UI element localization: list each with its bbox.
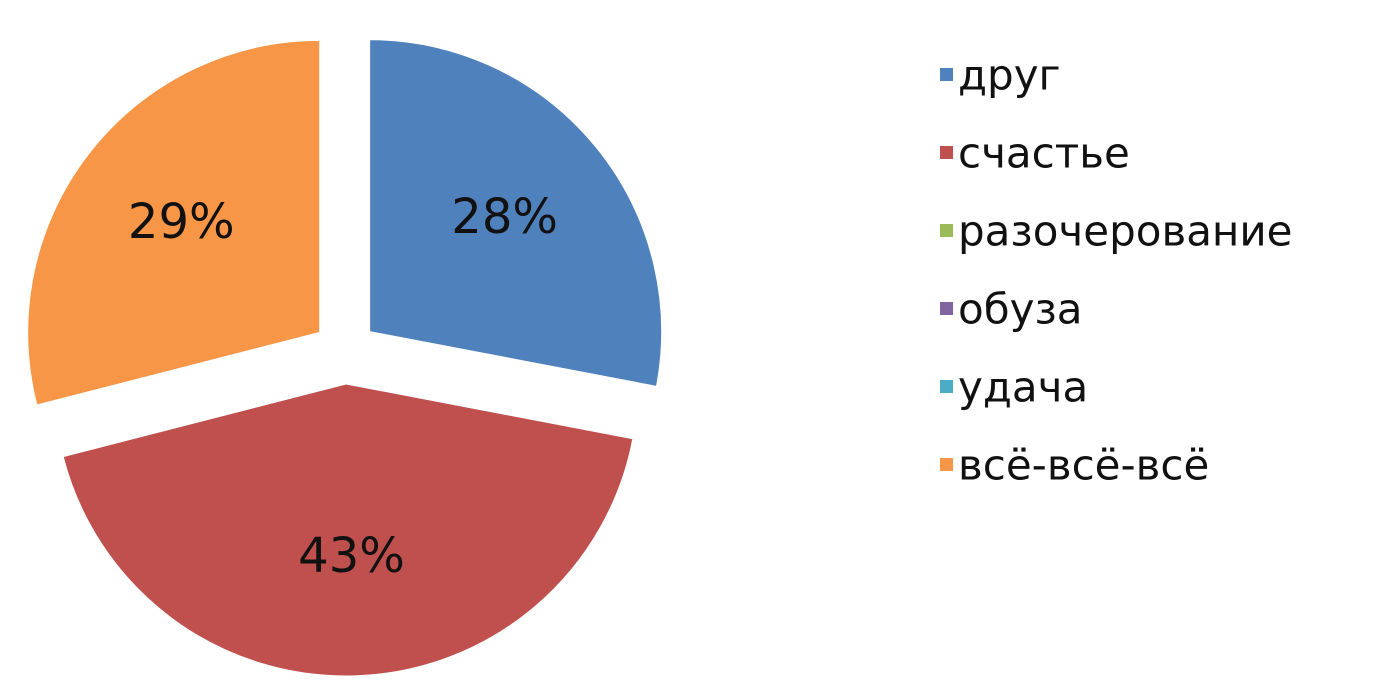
legend-swatch (940, 68, 953, 81)
legend-swatch (940, 224, 953, 237)
legend-swatch (940, 380, 953, 393)
pie-slice (62, 383, 634, 677)
legend-label: разочерование (958, 207, 1293, 256)
legend-label: удача (958, 363, 1088, 412)
data-label: 43% (298, 528, 405, 584)
data-label: 29% (128, 194, 235, 250)
legend-label: друг (958, 51, 1061, 100)
legend-label: счастье (958, 129, 1130, 178)
legend-label: обуза (958, 285, 1083, 334)
data-label: 28% (451, 189, 558, 245)
legend-swatch (940, 302, 953, 315)
pie-slice (27, 39, 321, 406)
pie-slice (369, 39, 663, 387)
legend-label: всё-всё-всё (958, 441, 1209, 490)
legend-swatch (940, 458, 953, 471)
legend-swatch (940, 146, 953, 159)
